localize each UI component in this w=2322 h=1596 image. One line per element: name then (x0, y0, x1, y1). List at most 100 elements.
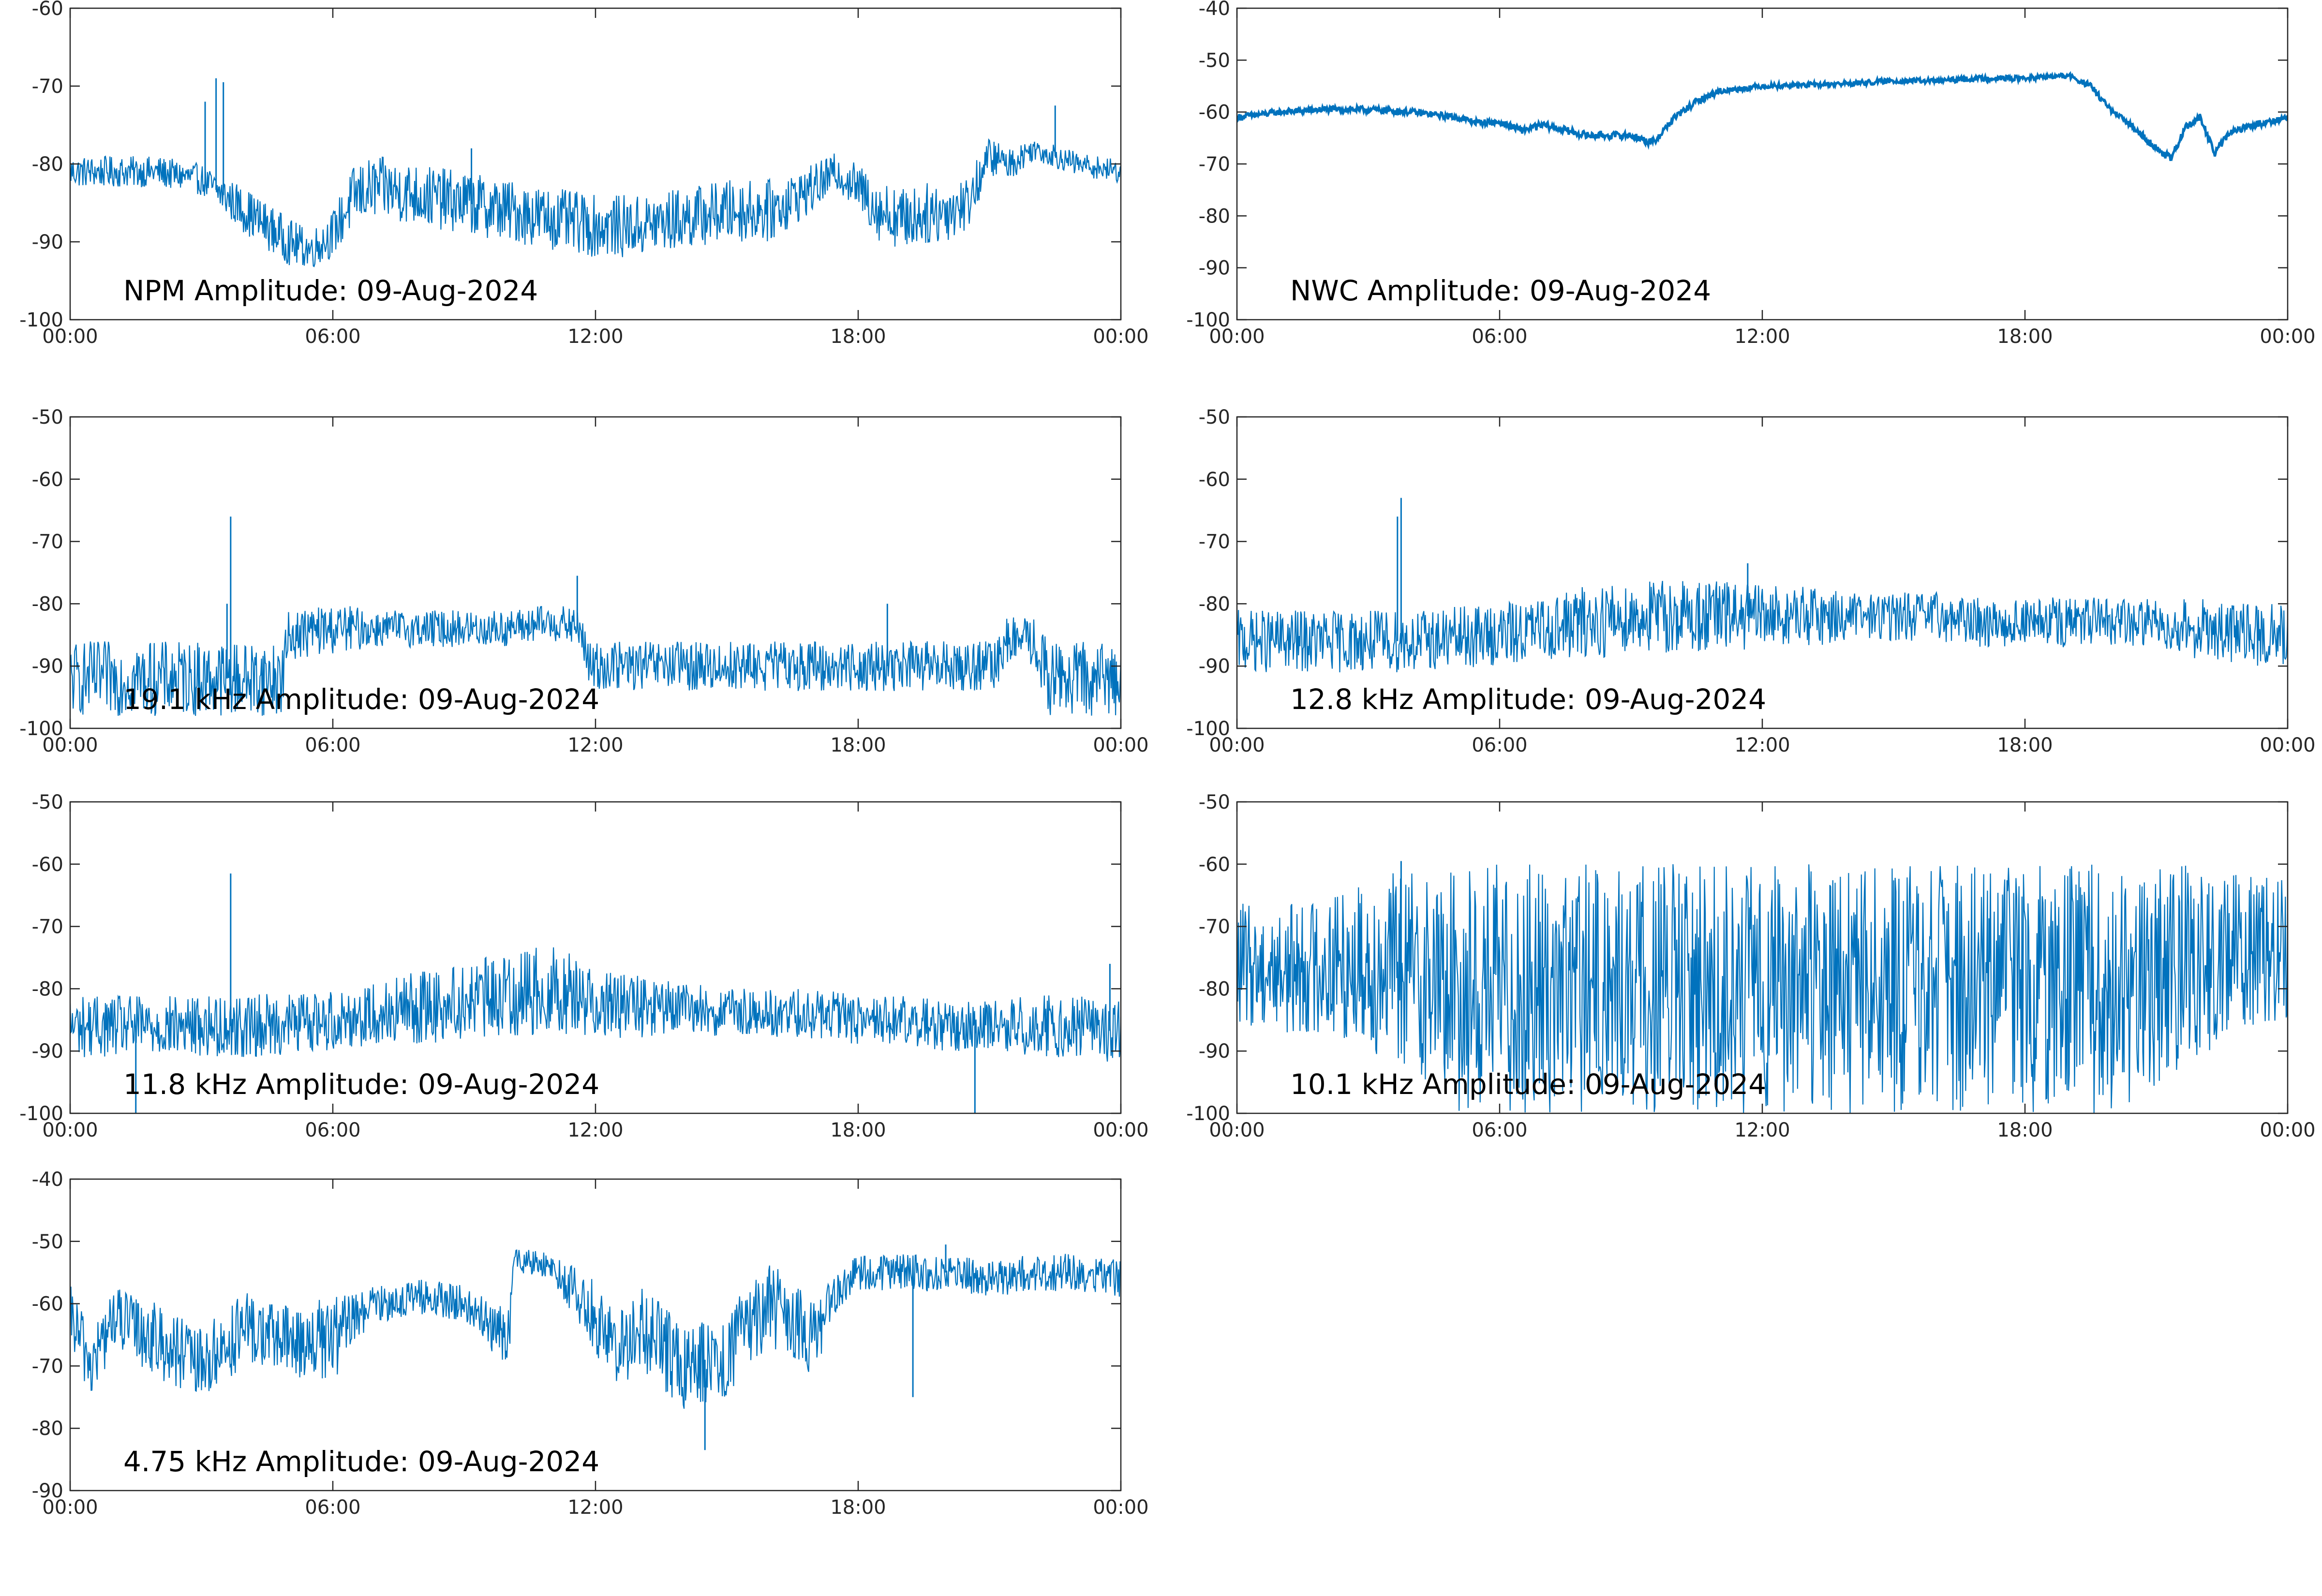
x-tick-label: 18:00 (830, 1119, 886, 1141)
chart-panel-4: -100 -90 -80 -70 -60 -50 00:00 06:00 12:00 18:00 0… (1186, 406, 2315, 756)
data-line (1237, 580, 2288, 673)
chart-title: 12.8 kHz Amplitude: 09-Aug-2024 (1290, 683, 1766, 716)
chart-panel-5: -100 -90 -80 -70 -60 -50 00:00 06:00 12:00 18:00 0… (19, 791, 1148, 1141)
x-tick-label: 00:00 (2260, 325, 2315, 348)
x-tick-label: 00:00 (1093, 1496, 1148, 1519)
x-tick-label: 06:00 (1472, 325, 1527, 348)
x-tick-label: 06:00 (1472, 1119, 1527, 1141)
y-tick-label: -80 (1199, 593, 1230, 615)
x-tick-label: 06:00 (305, 734, 360, 756)
y-tick-label: -50 (1199, 406, 1230, 429)
y-tick-label: -50 (32, 406, 63, 429)
data-line (70, 947, 1121, 1062)
chart-title: 19.1 kHz Amplitude: 09-Aug-2024 (123, 683, 599, 716)
y-tick-label: -80 (32, 1418, 63, 1440)
y-tick-label: -40 (32, 1168, 63, 1191)
y-tick-label: -90 (1199, 257, 1230, 280)
chart-panel-3: -100 -90 -80 -70 -60 -50 00:00 06:00 12:00 18:00 0… (19, 406, 1148, 756)
y-tick-label: -100 (19, 1103, 63, 1125)
x-tick-label: 12:00 (1734, 1119, 1790, 1141)
y-tick-label: -90 (32, 231, 63, 253)
x-tick-label: 00:00 (1093, 325, 1148, 348)
y-tick-label: -90 (32, 1480, 63, 1502)
y-tick-label: -60 (1199, 854, 1230, 876)
data-line (70, 606, 1121, 716)
y-tick-label: -70 (32, 916, 63, 938)
y-tick-label: -50 (32, 1231, 63, 1253)
data-line (70, 1249, 1121, 1409)
x-tick-label: 12:00 (1734, 734, 1790, 756)
x-tick-label: 18:00 (1997, 734, 2053, 756)
y-tick-label: -50 (1199, 49, 1230, 72)
chart-panel-2: -100 -90 -80 -70 -60 -50 -40 00:00 06:00 12:00 18:… (1186, 0, 2315, 348)
y-tick-label: -90 (1199, 655, 1230, 678)
y-tick-label: -40 (1199, 0, 1230, 20)
x-tick-label: 00:00 (1209, 734, 1265, 756)
chart-title: NWC Amplitude: 09-Aug-2024 (1290, 274, 1711, 307)
y-tick-label: -90 (32, 655, 63, 678)
y-tick-label: -60 (32, 854, 63, 876)
y-tick-label: -70 (32, 75, 63, 98)
y-tick-label: -50 (32, 791, 63, 813)
x-tick-label: 00:00 (2260, 1119, 2315, 1141)
y-tick-label: -90 (32, 1040, 63, 1063)
x-tick-label: 00:00 (1209, 325, 1265, 348)
y-tick-label: -100 (1186, 1103, 1230, 1125)
data-line (1237, 864, 2288, 1113)
x-tick-label: 12:00 (567, 325, 623, 348)
x-tick-label: 00:00 (42, 325, 98, 348)
chart-title: 10.1 kHz Amplitude: 09-Aug-2024 (1290, 1068, 1766, 1101)
y-tick-label: -100 (1186, 309, 1230, 331)
x-tick-label: 12:00 (567, 734, 623, 756)
x-tick-label: 00:00 (1209, 1119, 1265, 1141)
y-tick-label: -60 (1199, 469, 1230, 491)
x-tick-label: 12:00 (567, 1119, 623, 1141)
x-tick-label: 18:00 (1997, 1119, 2053, 1141)
data-line (1237, 71, 2288, 162)
x-tick-label: 00:00 (42, 734, 98, 756)
x-tick-label: 00:00 (2260, 734, 2315, 756)
y-tick-label: -60 (32, 469, 63, 491)
chart-title: 4.75 kHz Amplitude: 09-Aug-2024 (123, 1445, 599, 1478)
y-tick-label: -60 (32, 1293, 63, 1315)
y-tick-label: -60 (1199, 102, 1230, 124)
x-tick-label: 06:00 (305, 1496, 360, 1519)
y-tick-label: -70 (1199, 916, 1230, 938)
x-tick-label: 00:00 (1093, 1119, 1148, 1141)
y-tick-label: -100 (19, 309, 63, 331)
y-tick-label: -80 (1199, 205, 1230, 227)
x-tick-label: 00:00 (42, 1496, 98, 1519)
x-tick-label: 18:00 (830, 325, 886, 348)
x-tick-label: 12:00 (567, 1496, 623, 1519)
y-tick-label: -80 (1199, 978, 1230, 1000)
x-tick-label: 06:00 (1472, 734, 1527, 756)
x-tick-label: 00:00 (42, 1119, 98, 1141)
y-tick-label: -100 (19, 718, 63, 740)
y-tick-label: -70 (32, 531, 63, 553)
x-tick-label: 18:00 (1997, 325, 2053, 348)
x-tick-label: 18:00 (830, 1496, 886, 1519)
chart-panel-6: -100 -90 -80 -70 -60 -50 00:00 06:00 12:00 18:00 0… (1186, 791, 2315, 1141)
x-tick-label: 06:00 (305, 325, 360, 348)
chart-panel-7: -90 -80 -70 -60 -50 -40 00:00 06:00 12:00 18:00 00… (32, 1168, 1149, 1519)
x-tick-label: 12:00 (1734, 325, 1790, 348)
y-tick-label: -50 (1199, 791, 1230, 813)
y-tick-label: -80 (32, 153, 63, 176)
chart-title: 11.8 kHz Amplitude: 09-Aug-2024 (123, 1068, 599, 1101)
y-tick-label: -80 (32, 593, 63, 615)
y-tick-label: -90 (1199, 1040, 1230, 1063)
x-tick-label: 06:00 (305, 1119, 360, 1141)
y-tick-label: -80 (32, 978, 63, 1000)
y-tick-label: -60 (32, 0, 63, 20)
y-tick-label: -70 (1199, 153, 1230, 176)
data-line (70, 138, 1121, 267)
x-tick-label: 00:00 (1093, 734, 1148, 756)
y-tick-label: -100 (1186, 718, 1230, 740)
y-tick-label: -70 (32, 1355, 63, 1377)
y-tick-label: -70 (1199, 531, 1230, 553)
chart-title: NPM Amplitude: 09-Aug-2024 (123, 274, 538, 307)
chart-panel-1: -100 -90 -80 -70 -60 00:00 06:00 12:00 18:00 00:0… (19, 0, 1148, 348)
x-tick-label: 18:00 (830, 734, 886, 756)
